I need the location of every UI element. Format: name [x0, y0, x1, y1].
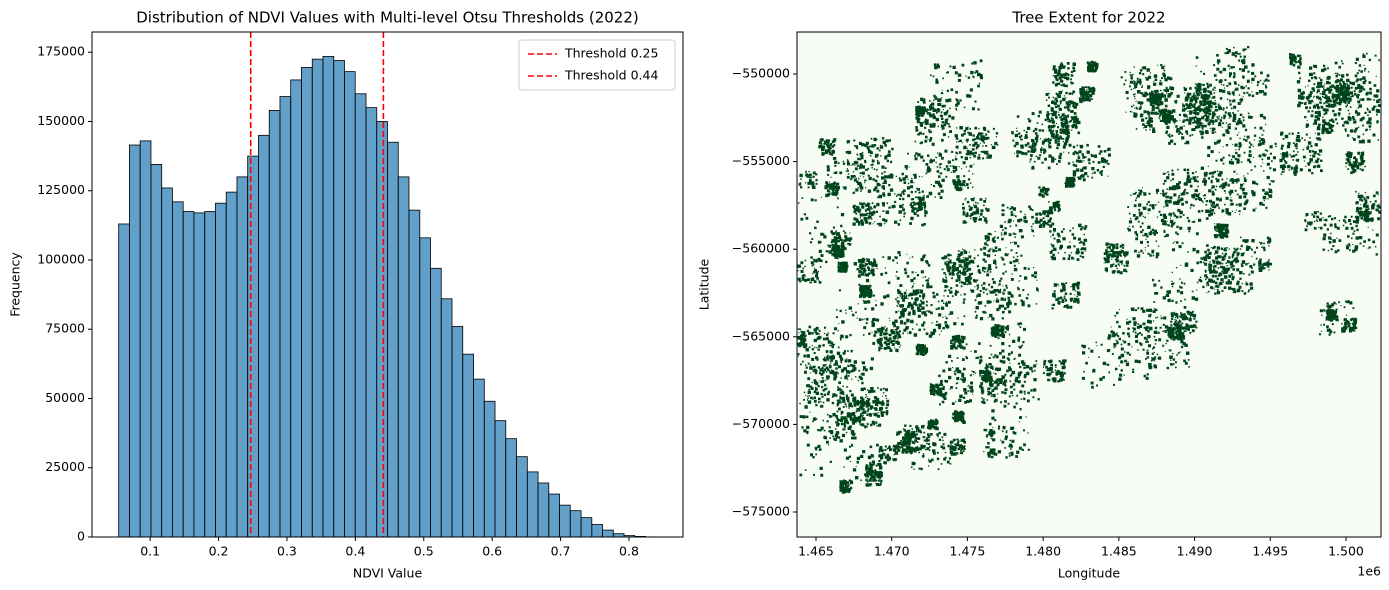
histogram-bar: [118, 223, 130, 538]
histogram-bar: [268, 109, 281, 538]
histogram-bar: [129, 144, 141, 538]
histogram-bar: [204, 211, 216, 538]
histogram-bar: [322, 55, 335, 538]
histogram-bar: [580, 517, 593, 538]
x-offset-label: 1e6: [1357, 564, 1381, 579]
histogram-bar: [537, 482, 550, 538]
legend-box: [518, 39, 676, 91]
histogram-bar: [397, 176, 410, 538]
chart-title: Tree Extent for 2022: [1011, 9, 1165, 27]
y-tick-label: −575000: [732, 503, 790, 518]
y-tick-label: −570000: [732, 416, 790, 431]
histogram-bar: [430, 267, 442, 538]
legend-label: Threshold 0.25: [564, 46, 658, 61]
y-tick-label: 0: [77, 529, 85, 544]
y-tick-label: −565000: [732, 328, 790, 343]
histogram-bar: [494, 420, 507, 538]
histogram-bar: [225, 191, 238, 538]
histogram-bar: [150, 164, 163, 538]
y-tick-label: 100000: [37, 251, 85, 266]
histogram-bar: [602, 529, 614, 538]
x-axis-label: NDVI Value: [353, 566, 423, 581]
histogram-bar: [215, 202, 227, 538]
x-tick-label: 1.485: [1101, 544, 1137, 559]
histogram-bar: [591, 524, 603, 538]
x-axis-label: Longitude: [1058, 566, 1120, 581]
x-tick-label: 0.6: [482, 544, 502, 559]
y-tick-label: 50000: [45, 390, 85, 405]
histogram-bar: [172, 201, 184, 538]
histogram-bar: [139, 140, 152, 538]
y-tick-label: 175000: [37, 44, 85, 59]
y-tick-label: 25000: [45, 459, 85, 474]
histogram-bar: [548, 493, 560, 538]
histogram-bar: [440, 298, 453, 538]
histogram-bar: [387, 141, 399, 538]
y-axis-label: Latitude: [697, 258, 712, 310]
x-tick-label: 1.490: [1177, 544, 1213, 559]
histogram-bar: [419, 237, 431, 538]
histogram-bar: [279, 96, 292, 538]
y-tick-label: −555000: [732, 153, 790, 168]
histogram-bar: [526, 471, 539, 538]
tree-cover: [797, 46, 1382, 494]
histogram-bar: [354, 93, 367, 538]
histogram-bar: [311, 58, 324, 538]
raster-background: [797, 32, 1381, 537]
histogram-bar: [247, 155, 259, 538]
x-tick-label: 0.3: [277, 544, 297, 559]
histogram-bar: [365, 107, 378, 538]
histogram-bar: [451, 326, 464, 538]
x-tick-label: 1.500: [1328, 544, 1364, 559]
axes-frame: [796, 31, 1382, 538]
histogram-bar: [569, 510, 582, 538]
histogram-bar: [483, 400, 496, 538]
x-tick-label: 1.475: [950, 544, 986, 559]
histogram-bar: [182, 211, 195, 538]
histogram-bar: [301, 67, 313, 538]
y-tick-label: −550000: [732, 65, 790, 80]
chart-title: Distribution of NDVI Values with Multi-l…: [136, 9, 639, 27]
histogram-bar: [376, 121, 388, 538]
histogram-bar: [193, 212, 206, 538]
legend-label: Threshold 0.44: [564, 68, 658, 83]
y-tick-label: 75000: [45, 321, 85, 336]
histogram-bar: [344, 71, 356, 538]
x-tick-label: 0.5: [414, 544, 434, 559]
x-tick-label: 1.470: [874, 544, 910, 559]
axes-frame: [91, 31, 684, 538]
y-tick-label: 125000: [37, 182, 85, 197]
x-tick-label: 1.465: [798, 544, 834, 559]
x-tick-label: 0.1: [140, 544, 160, 559]
x-tick-label: 1.495: [1252, 544, 1288, 559]
histogram-bar: [333, 60, 345, 538]
x-tick-label: 0.2: [209, 544, 229, 559]
histogram-bar: [505, 438, 517, 538]
y-tick-label: −560000: [732, 241, 790, 256]
x-tick-label: 1.480: [1025, 544, 1061, 559]
histogram-bar: [462, 353, 474, 538]
x-tick-label: 0.8: [619, 544, 639, 559]
histogram-bar: [473, 378, 485, 538]
x-tick-label: 0.7: [551, 544, 571, 559]
histogram-bar: [559, 504, 571, 538]
histogram-bar: [408, 209, 421, 538]
y-axis-label: Frequency: [8, 252, 23, 317]
histogram-bar: [258, 134, 270, 538]
histogram-bar: [236, 176, 249, 538]
histogram-bar: [290, 79, 302, 538]
histogram-bar: [161, 187, 173, 538]
histogram-bar: [516, 456, 528, 538]
y-tick-label: 150000: [37, 113, 85, 128]
x-tick-label: 0.4: [345, 544, 365, 559]
